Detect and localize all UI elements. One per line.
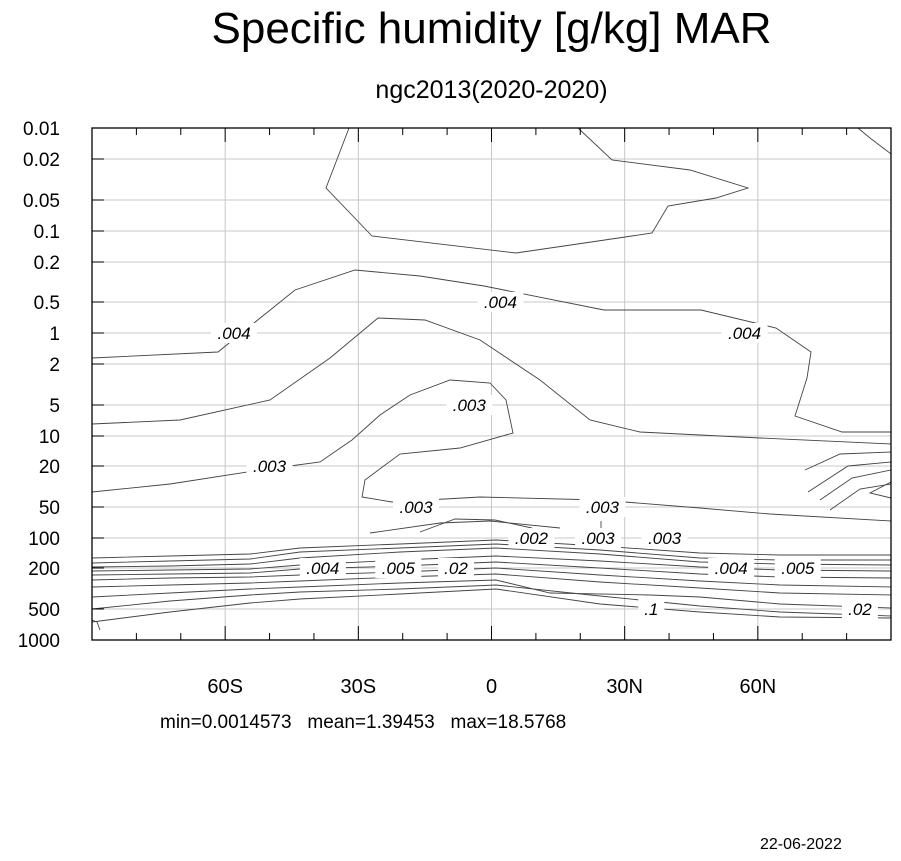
- contour-label: .003: [253, 457, 287, 476]
- contour-label-bg: [641, 528, 688, 548]
- contour-label-bg: [211, 323, 258, 343]
- contour-label: .003: [586, 498, 620, 517]
- y-tick-label: 0.1: [34, 222, 60, 243]
- contour-label: .02: [444, 559, 468, 578]
- date-stamp: 22-06-2022: [760, 836, 842, 853]
- y-axis-tick-labels: 0.01 0.02 0.05 0.1 0.2 0.5 1 2 5 10 20 50 100 200 500 1…: [18, 119, 60, 652]
- contour-line: [419, 518, 533, 533]
- statistics-line: min=0.0014573 mean=1.39453 max=18.5768: [160, 712, 566, 734]
- contour-label-bg: [638, 599, 665, 619]
- contour-label: .002: [515, 529, 549, 548]
- y-tick-label: 1: [49, 324, 60, 345]
- contour-labels: .004 .004 .004 .003 .003 .003 .003 .002 .004 .005…: [211, 292, 878, 619]
- contour-line: [868, 481, 892, 499]
- contour-line: [804, 451, 892, 471]
- y-tick-label: 5: [49, 396, 60, 417]
- min-value: min=0.0014573: [160, 712, 292, 733]
- y-tick-label: 0.02: [23, 150, 60, 171]
- contour-line: [91, 269, 891, 433]
- contour-label: .005: [781, 559, 815, 578]
- contour-label-bg: [579, 497, 626, 517]
- y-tick-label: 500: [28, 600, 60, 621]
- y-tick-label: 200: [28, 559, 60, 580]
- y-tick-label: 0.5: [34, 293, 60, 314]
- contour-label-bg: [393, 497, 440, 517]
- contour-label-bg: [841, 599, 878, 619]
- x-axis-tick-labels: 60S 30S 0 30N 60N: [207, 676, 776, 698]
- contour-label: .1: [644, 600, 658, 619]
- y-tick-label: 100: [28, 529, 60, 550]
- axis-ticks: [92, 127, 848, 641]
- contour-label: .004: [306, 559, 339, 578]
- y-tick-label: 10: [39, 427, 60, 448]
- contour-label: .004: [715, 559, 748, 578]
- contour-line: [807, 461, 892, 493]
- contour-label-bg: [299, 558, 346, 578]
- contour-label-bg: [508, 528, 555, 548]
- contour-line: [325, 127, 750, 254]
- max-value: max=18.5768: [450, 712, 567, 733]
- contour-label-bg: [774, 558, 821, 578]
- contour-line: [829, 483, 892, 511]
- contour-line: [91, 584, 892, 617]
- x-tick-label: 30N: [606, 676, 643, 698]
- contour-label: .004: [484, 293, 517, 312]
- contour-label-bg: [375, 558, 422, 578]
- contour-line: [91, 539, 891, 559]
- contour-line: [91, 379, 892, 522]
- contour-label: .003: [399, 498, 433, 517]
- contour-label: .003: [453, 396, 487, 415]
- chart-subtitle: ngc2013(2020-2020): [375, 76, 608, 104]
- contour-label-bg: [437, 558, 474, 578]
- contour-line: [91, 317, 892, 445]
- contour-label-bg: [246, 456, 293, 476]
- y-tick-label: 0.05: [23, 191, 60, 212]
- contour-label: .003: [648, 529, 682, 548]
- mean-value: mean=1.39453: [307, 712, 435, 733]
- y-tick-label: 2: [49, 355, 60, 376]
- y-tick-label: 50: [39, 498, 60, 519]
- contour-line: [857, 127, 892, 155]
- x-tick-label: 60N: [739, 676, 776, 698]
- x-tick-label: 60S: [207, 676, 243, 698]
- contour-label: .02: [848, 600, 872, 619]
- contour-line: [91, 579, 892, 609]
- y-tick-label: 20: [39, 457, 60, 478]
- contour-line: [91, 619, 101, 631]
- contour-label-bg: [708, 558, 755, 578]
- contour-label: .004: [217, 324, 250, 343]
- contour-label-bg: [477, 292, 524, 312]
- y-tick-label: 0.01: [23, 119, 60, 140]
- contour-line: [91, 588, 892, 623]
- contour-label-bg: [721, 323, 768, 343]
- contour-line: [369, 520, 561, 534]
- contour-label: .003: [581, 529, 615, 548]
- contour-label: .004: [728, 324, 761, 343]
- x-tick-label: 0: [486, 676, 497, 698]
- contour-line: [819, 469, 892, 501]
- contour-label-bg: [446, 395, 493, 415]
- contour-label: .005: [382, 559, 416, 578]
- y-tick-label: 0.2: [34, 253, 60, 274]
- chart-title: Specific humidity [g/kg] MAR: [211, 4, 772, 53]
- contour-label-bg: [575, 528, 622, 548]
- x-tick-label: 30S: [341, 676, 377, 698]
- y-tick-label: 1000: [18, 631, 60, 652]
